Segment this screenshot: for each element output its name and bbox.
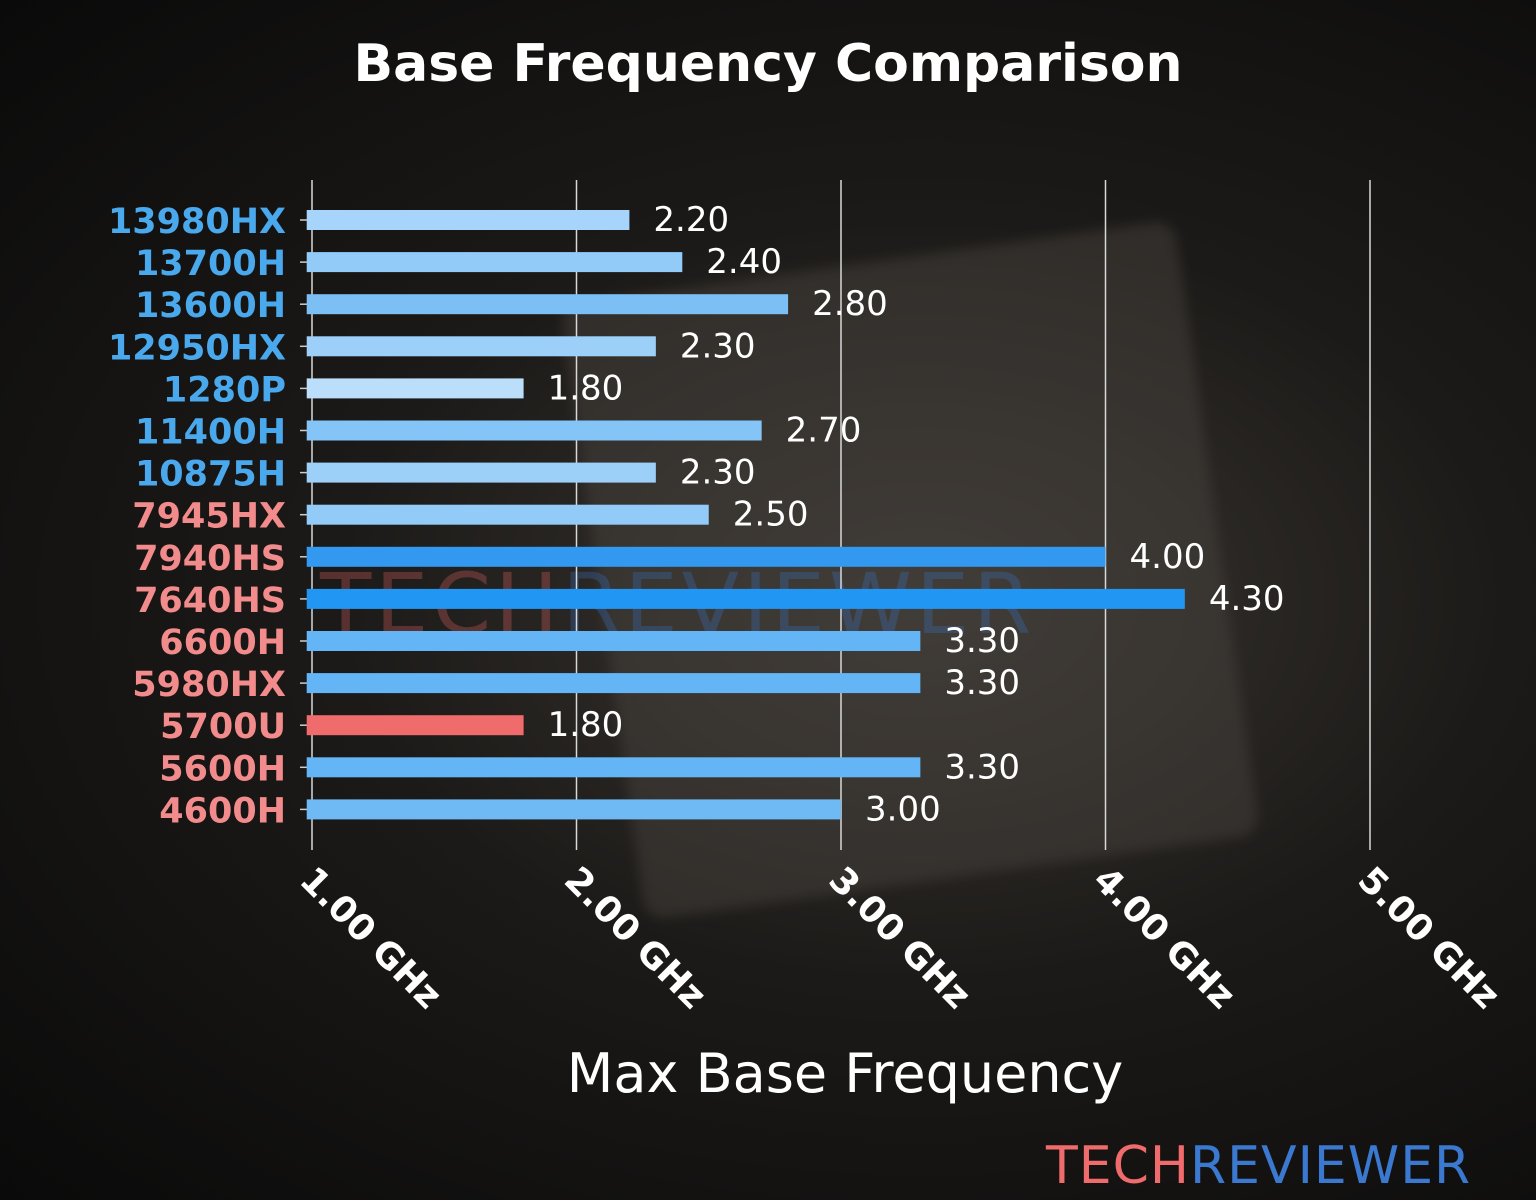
bar [306, 673, 921, 694]
value-label: 1.80 [548, 705, 624, 745]
value-label: 2.80 [812, 284, 888, 324]
category-label: 13980HX [108, 202, 286, 242]
category-label: 1280P [163, 370, 286, 410]
value-label: 3.00 [865, 789, 941, 829]
category-label: 6600H [159, 623, 286, 663]
bar [306, 420, 762, 441]
bar [306, 799, 842, 820]
value-label: 3.30 [944, 747, 1020, 787]
value-label: 2.30 [680, 453, 756, 493]
value-label: 2.70 [786, 411, 862, 451]
x-tick-label: 4.00 GHz [1085, 859, 1243, 1017]
logo: TECHREVIEWER [1046, 1136, 1472, 1196]
value-label: 2.30 [680, 326, 756, 366]
category-label: 4600H [159, 791, 286, 831]
value-label: 2.50 [733, 495, 809, 535]
category-label: 7640HS [134, 581, 286, 621]
bar [306, 210, 630, 230]
bar [306, 462, 656, 483]
category-label: 5980HX [132, 665, 286, 705]
bar [306, 546, 1106, 567]
bar [306, 631, 921, 651]
value-label: 2.40 [706, 242, 782, 282]
bar [306, 757, 921, 778]
value-label: 3.30 [944, 621, 1020, 661]
x-tick-label: 2.00 GHz [556, 859, 714, 1017]
category-label: 10875H [135, 455, 286, 495]
bar [306, 336, 656, 357]
category-label: 13700H [135, 244, 286, 284]
value-label: 4.30 [1209, 579, 1285, 619]
x-tick-label: 1.00 GHz [292, 859, 450, 1017]
bar [306, 378, 524, 399]
x-tick-label: 5.00 GHz [1350, 859, 1508, 1017]
bar [306, 588, 1185, 609]
value-label: 4.00 [1130, 537, 1206, 577]
category-label: 13600H [135, 286, 286, 326]
category-label: 5600H [159, 749, 286, 789]
value-label: 3.30 [944, 663, 1020, 703]
bar [306, 504, 709, 525]
category-label: 12950HX [108, 328, 286, 368]
value-label: 1.80 [548, 368, 624, 408]
category-label: 7940HS [134, 539, 286, 579]
category-label: 11400H [135, 413, 286, 453]
bar [306, 715, 524, 736]
category-label: 5700U [160, 707, 286, 747]
bar [306, 252, 683, 273]
category-label: 7945HX [132, 497, 286, 537]
x-tick-label: 3.00 GHz [821, 859, 979, 1017]
chart-title: Base Frequency Comparison [353, 34, 1183, 94]
x-axis-label: Max Base Frequency [566, 1042, 1124, 1105]
value-label: 2.20 [653, 200, 729, 240]
bar [306, 294, 789, 315]
